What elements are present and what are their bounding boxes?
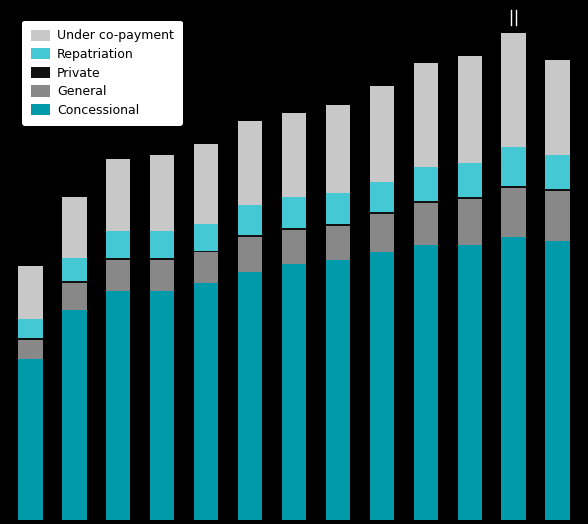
Bar: [150, 258, 174, 260]
Legend: Under co-payment, Repatriation, Private, General, Concessional: Under co-payment, Repatriation, Private,…: [22, 21, 183, 126]
Bar: [502, 147, 526, 185]
Bar: [457, 56, 482, 162]
Bar: [326, 224, 350, 226]
Bar: [62, 310, 86, 520]
Bar: [370, 182, 394, 212]
Bar: [238, 235, 262, 237]
Bar: [546, 191, 570, 241]
Bar: [18, 340, 42, 359]
Bar: [457, 162, 482, 197]
Bar: [194, 224, 218, 250]
Bar: [18, 359, 42, 520]
Bar: [62, 258, 86, 281]
Bar: [150, 291, 174, 520]
Bar: [150, 260, 174, 291]
Bar: [546, 60, 570, 155]
Bar: [150, 232, 174, 258]
Bar: [194, 144, 218, 224]
Bar: [282, 227, 306, 230]
Bar: [502, 185, 526, 188]
Bar: [414, 245, 438, 520]
Bar: [282, 264, 306, 520]
Bar: [106, 291, 131, 520]
Bar: [457, 199, 482, 245]
Bar: [414, 63, 438, 167]
Bar: [502, 33, 526, 147]
Bar: [282, 230, 306, 264]
Bar: [238, 205, 262, 235]
Bar: [106, 232, 131, 258]
Bar: [326, 226, 350, 260]
Bar: [502, 188, 526, 237]
Bar: [326, 193, 350, 224]
Bar: [62, 281, 86, 283]
Bar: [194, 250, 218, 253]
Bar: [414, 167, 438, 201]
Bar: [457, 245, 482, 520]
Bar: [546, 189, 570, 191]
Bar: [370, 86, 394, 182]
Bar: [546, 155, 570, 189]
Bar: [150, 155, 174, 232]
Bar: [238, 237, 262, 271]
Bar: [326, 260, 350, 520]
Bar: [238, 271, 262, 520]
Bar: [62, 283, 86, 310]
Bar: [106, 260, 131, 291]
Bar: [414, 201, 438, 203]
Bar: [370, 212, 394, 214]
Bar: [238, 121, 262, 205]
Bar: [326, 105, 350, 193]
Bar: [18, 339, 42, 340]
Bar: [370, 214, 394, 253]
Bar: [106, 258, 131, 260]
Bar: [282, 197, 306, 227]
Bar: [62, 197, 86, 258]
Bar: [414, 203, 438, 245]
Bar: [194, 283, 218, 520]
Bar: [370, 253, 394, 520]
Bar: [457, 197, 482, 199]
Bar: [282, 113, 306, 197]
Bar: [546, 241, 570, 520]
Bar: [18, 319, 42, 339]
Bar: [194, 253, 218, 283]
Bar: [106, 159, 131, 232]
Bar: [502, 237, 526, 520]
Bar: [18, 266, 42, 319]
